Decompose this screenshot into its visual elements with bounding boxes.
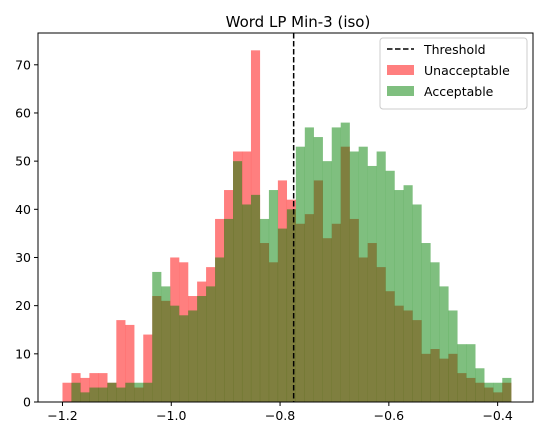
acceptable-bar (89, 387, 99, 402)
acceptable-bar (484, 382, 494, 402)
legend-acceptable-swatch (387, 86, 414, 96)
y-tick-label: 50 (15, 154, 31, 169)
acceptable-bar (170, 305, 180, 402)
legend-threshold-label: Threshold (423, 42, 486, 57)
acceptable-bar (322, 161, 332, 402)
plot-frame (37, 32, 534, 403)
acceptable-bar (358, 146, 368, 402)
acceptable-bar (125, 382, 135, 402)
unacceptable-bar (62, 382, 72, 402)
unacceptable-bar (125, 324, 135, 402)
acceptable-bar (376, 151, 386, 402)
acceptable-bar (259, 218, 270, 402)
legend-frame (379, 37, 528, 110)
acceptable-bar (340, 122, 350, 402)
legend-unacceptable-label: Unacceptable (424, 63, 510, 78)
acceptable-bar (394, 190, 404, 402)
acceptable-bar (179, 315, 189, 402)
legend-acceptable-label: Acceptable (424, 84, 494, 99)
y-tick-label: 60 (15, 105, 31, 120)
acceptable-bar (233, 161, 243, 402)
acceptable-bar (430, 262, 440, 402)
acceptable-bar (161, 286, 171, 402)
legend-unacceptable-swatch (387, 65, 414, 75)
acceptable-bar (80, 392, 90, 402)
unacceptable-bar (80, 377, 90, 402)
acceptable-bar (403, 185, 413, 402)
acceptable-bar (250, 194, 261, 402)
x-axis: −1.2 −1.0 −0.8 −0.6 −0.4 (47, 402, 513, 423)
x-tick-label: −1.0 (156, 408, 186, 423)
acceptable-bar (367, 165, 377, 402)
acceptable-bar (241, 204, 252, 402)
acceptable-bar (107, 382, 117, 402)
chart-title: Word LP Min-3 (iso) (226, 13, 371, 31)
acceptable-bar (421, 243, 431, 402)
acceptable-bar (412, 204, 422, 402)
x-tick-label: −0.4 (482, 408, 512, 423)
acceptable-bar (439, 286, 449, 402)
y-tick-label: 30 (15, 250, 31, 265)
y-tick-label: 70 (15, 57, 31, 72)
unacceptable-bar (143, 334, 153, 402)
acceptable-bar (286, 209, 296, 402)
y-tick-label: 40 (15, 202, 31, 217)
acceptable-bar (466, 344, 476, 402)
legend: Threshold Unacceptable Acceptable (379, 37, 528, 110)
acceptable-bar (134, 382, 144, 402)
acceptable-bar (502, 377, 512, 402)
acceptable-bar (152, 271, 162, 402)
acceptable-bar (224, 218, 234, 402)
acceptable-bar (313, 137, 323, 403)
acceptable-bar (475, 368, 485, 402)
acceptable-bar (304, 127, 314, 403)
y-tick-label: 0 (23, 395, 31, 410)
acceptable-bar (71, 382, 81, 402)
x-tick-label: −1.2 (47, 408, 77, 423)
acceptable-bar (116, 387, 126, 402)
acceptable-bar (457, 344, 467, 402)
acceptable-bars (71, 122, 512, 403)
y-tick-label: 20 (15, 298, 31, 313)
acceptable-bar (197, 296, 207, 402)
acceptable-bar (143, 382, 153, 402)
y-tick-label: 10 (15, 346, 31, 361)
acceptable-bar (493, 382, 503, 402)
acceptable-bar (268, 190, 279, 402)
x-tick-label: −0.8 (265, 408, 295, 423)
acceptable-bar (385, 170, 395, 402)
x-tick-label: −0.6 (374, 408, 404, 423)
acceptable-bar (188, 310, 198, 402)
acceptable-bar (331, 127, 341, 403)
acceptable-bar (295, 146, 305, 402)
acceptable-bar (349, 151, 359, 402)
acceptable-bar (448, 310, 458, 402)
acceptable-bar (98, 387, 108, 402)
acceptable-bar (215, 257, 225, 402)
acceptable-bar (277, 228, 288, 402)
y-axis: 0 10 20 30 40 50 60 70 (15, 57, 38, 410)
acceptable-bar (206, 286, 216, 402)
unacceptable-bar (116, 320, 126, 402)
